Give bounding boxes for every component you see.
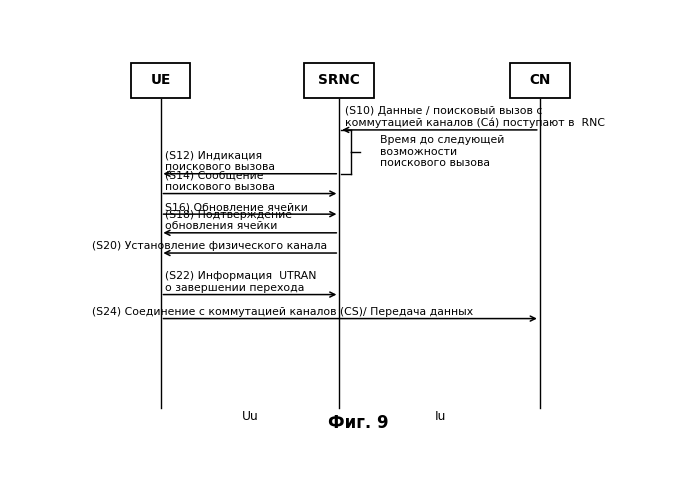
Text: (S18) Подтверждение
обновления ячейки: (S18) Подтверждение обновления ячейки <box>165 210 292 231</box>
Text: Iu: Iu <box>435 410 446 423</box>
Text: SRNC: SRNC <box>319 73 360 87</box>
Text: Uu: Uu <box>242 410 258 423</box>
Text: Фиг. 9: Фиг. 9 <box>328 414 389 432</box>
Bar <box>510 63 570 98</box>
Text: CN: CN <box>529 73 550 87</box>
Bar <box>131 63 190 98</box>
Text: (S14) Сообщение
поискового вызова: (S14) Сообщение поискового вызова <box>165 170 275 192</box>
Text: Время до следующей
возможности
поискового вызова: Время до следующей возможности поисковог… <box>380 135 505 168</box>
Text: UE: UE <box>150 73 171 87</box>
Text: S16) Обновление ячейки: S16) Обновление ячейки <box>165 202 308 213</box>
Text: (S24) Соединение с коммутацией каналов (CS)/ Передача данных: (S24) Соединение с коммутацией каналов (… <box>92 307 473 317</box>
Bar <box>304 63 375 98</box>
Text: (S12) Индикация
поискового вызова: (S12) Индикация поискового вызова <box>165 150 275 172</box>
Text: (S10) Данные / поисковый вызов с
коммутацией каналов (Cá) поступают в  RNC: (S10) Данные / поисковый вызов с коммута… <box>345 106 605 128</box>
Text: (S22) Информация  UTRAN
о завершении перехода: (S22) Информация UTRAN о завершении пере… <box>165 271 317 293</box>
Text: (S20) Установление физического канала: (S20) Установление физического канала <box>92 242 327 251</box>
